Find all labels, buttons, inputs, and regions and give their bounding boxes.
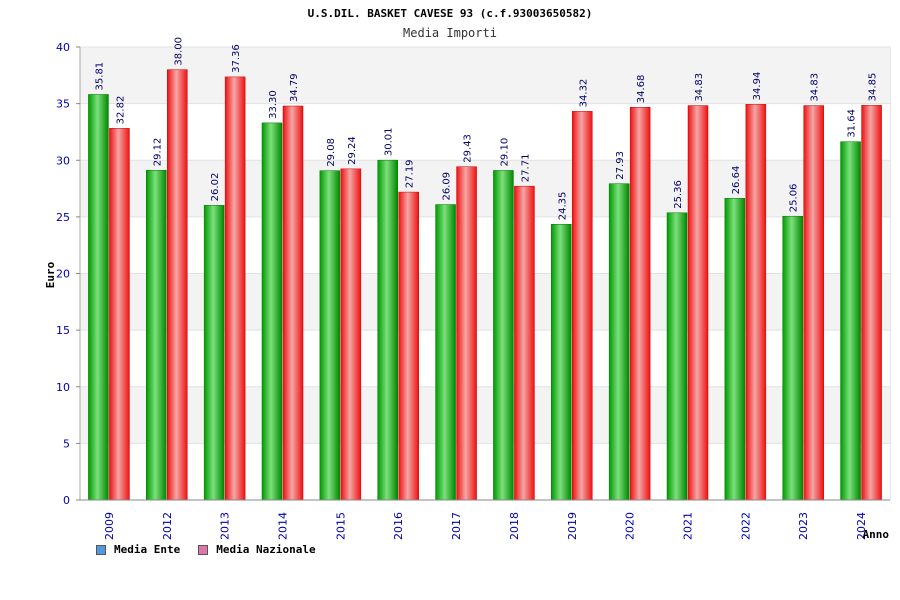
bar-nazionale	[629, 106, 651, 501]
y-tick-label: 30	[56, 154, 70, 167]
x-tick-label: 2020	[624, 512, 637, 540]
legend-label-ente: Media Ente	[114, 543, 181, 556]
bar-nazionale	[224, 76, 246, 501]
bar-ente	[724, 198, 746, 501]
legend-item-ente: Media Ente	[96, 543, 180, 556]
bar-nazionale	[745, 104, 767, 501]
data-label: 27.93	[615, 151, 626, 180]
data-label: 26.02	[210, 173, 221, 202]
grid-band	[80, 216, 890, 274]
x-tick-label: 2014	[277, 512, 290, 540]
data-label: 29.10	[499, 138, 510, 167]
data-label: 26.64	[731, 166, 742, 195]
data-label: 34.83	[694, 73, 705, 102]
bar-nazionale	[340, 168, 362, 501]
bar-nazionale	[572, 111, 593, 501]
grid-band	[80, 273, 890, 331]
legend-swatch-nazionale	[198, 544, 209, 555]
data-label: 27.71	[520, 154, 531, 183]
data-label: 35.81	[94, 62, 105, 91]
data-label: 34.68	[636, 75, 647, 104]
x-tick-label: 2017	[450, 512, 463, 540]
data-label: 34.79	[289, 73, 300, 102]
data-label: 26.09	[442, 172, 453, 201]
data-label: 34.32	[578, 79, 589, 108]
y-tick-label: 25	[56, 211, 70, 224]
grid-band	[80, 443, 890, 500]
bar-nazionale	[687, 105, 709, 501]
y-tick-label: 5	[63, 437, 70, 450]
bar-nazionale	[803, 105, 824, 501]
bar-ente	[493, 170, 514, 501]
bar-ente	[377, 159, 398, 501]
chart-title: U.S.DIL. BASKET CAVESE 93 (c.f.930036505…	[308, 7, 593, 20]
grid-band	[80, 103, 890, 161]
legend-item-nazionale: Media Nazionale	[198, 543, 316, 556]
y-tick-label: 10	[56, 381, 70, 394]
bar-nazionale	[167, 69, 188, 501]
bar-nazionale	[109, 128, 130, 501]
bar-ente	[666, 212, 688, 501]
data-label: 25.36	[673, 180, 684, 209]
bar-ente	[551, 223, 572, 501]
bar-ente	[203, 205, 225, 501]
bar-ente	[782, 215, 803, 501]
data-label: 29.08	[326, 138, 337, 167]
x-tick-label: 2018	[508, 512, 521, 540]
legend: Media Ente Media Nazionale	[96, 543, 334, 556]
y-tick-label: 0	[63, 494, 70, 507]
grid-band	[80, 386, 890, 444]
data-label: 37.36	[231, 44, 242, 73]
bar-ente	[146, 169, 167, 501]
data-label: 25.06	[789, 184, 800, 213]
x-tick-label: 2012	[161, 512, 174, 540]
x-axis-label: Anno	[863, 528, 890, 541]
data-label: 32.82	[115, 96, 126, 125]
bar-nazionale	[514, 185, 535, 501]
x-tick-label: 2015	[334, 512, 347, 540]
bar-nazionale	[456, 166, 477, 501]
legend-label-nazionale: Media Nazionale	[216, 543, 316, 556]
data-label: 29.12	[152, 138, 163, 167]
chart-subtitle: Media Importi	[403, 26, 497, 40]
y-tick-label: 35	[56, 98, 70, 111]
bar-nazionale	[398, 191, 419, 501]
data-label: 34.94	[752, 72, 763, 101]
x-tick-label: 2009	[103, 512, 116, 540]
x-tick-label: 2023	[797, 512, 810, 540]
x-tick-label: 2016	[392, 512, 405, 540]
data-label: 31.64	[847, 109, 858, 138]
bar-nazionale	[861, 105, 882, 501]
bar-ente	[319, 170, 341, 501]
y-tick-label: 20	[56, 268, 70, 281]
legend-swatch-ente	[96, 544, 106, 555]
x-tick-label: 2019	[566, 512, 579, 540]
x-tick-label: 2024	[855, 512, 868, 540]
x-tick-label: 2021	[682, 512, 695, 540]
grid-band	[80, 330, 890, 387]
data-label: 24.35	[557, 192, 568, 221]
grid-band	[80, 160, 890, 217]
bar-nazionale	[282, 105, 304, 501]
data-label: 30.01	[384, 127, 395, 156]
grid-band	[80, 47, 890, 104]
x-tick-label: 2013	[219, 512, 232, 540]
y-tick-label: 40	[56, 41, 70, 54]
data-label: 29.43	[463, 134, 474, 163]
bar-ente	[261, 122, 283, 501]
data-label: 38.00	[173, 37, 184, 66]
data-label: 34.83	[810, 73, 821, 102]
bar-ente	[840, 141, 861, 501]
y-axis-label: Euro	[44, 261, 57, 288]
data-label: 29.24	[347, 136, 358, 165]
data-label: 27.19	[405, 159, 416, 188]
data-label: 33.30	[268, 90, 279, 119]
bar-ente	[88, 94, 109, 501]
bar-ente	[435, 204, 456, 501]
y-tick-label: 15	[56, 324, 70, 337]
x-tick-label: 2022	[739, 512, 752, 540]
data-label: 34.85	[868, 73, 879, 102]
bar-ente	[608, 183, 630, 501]
